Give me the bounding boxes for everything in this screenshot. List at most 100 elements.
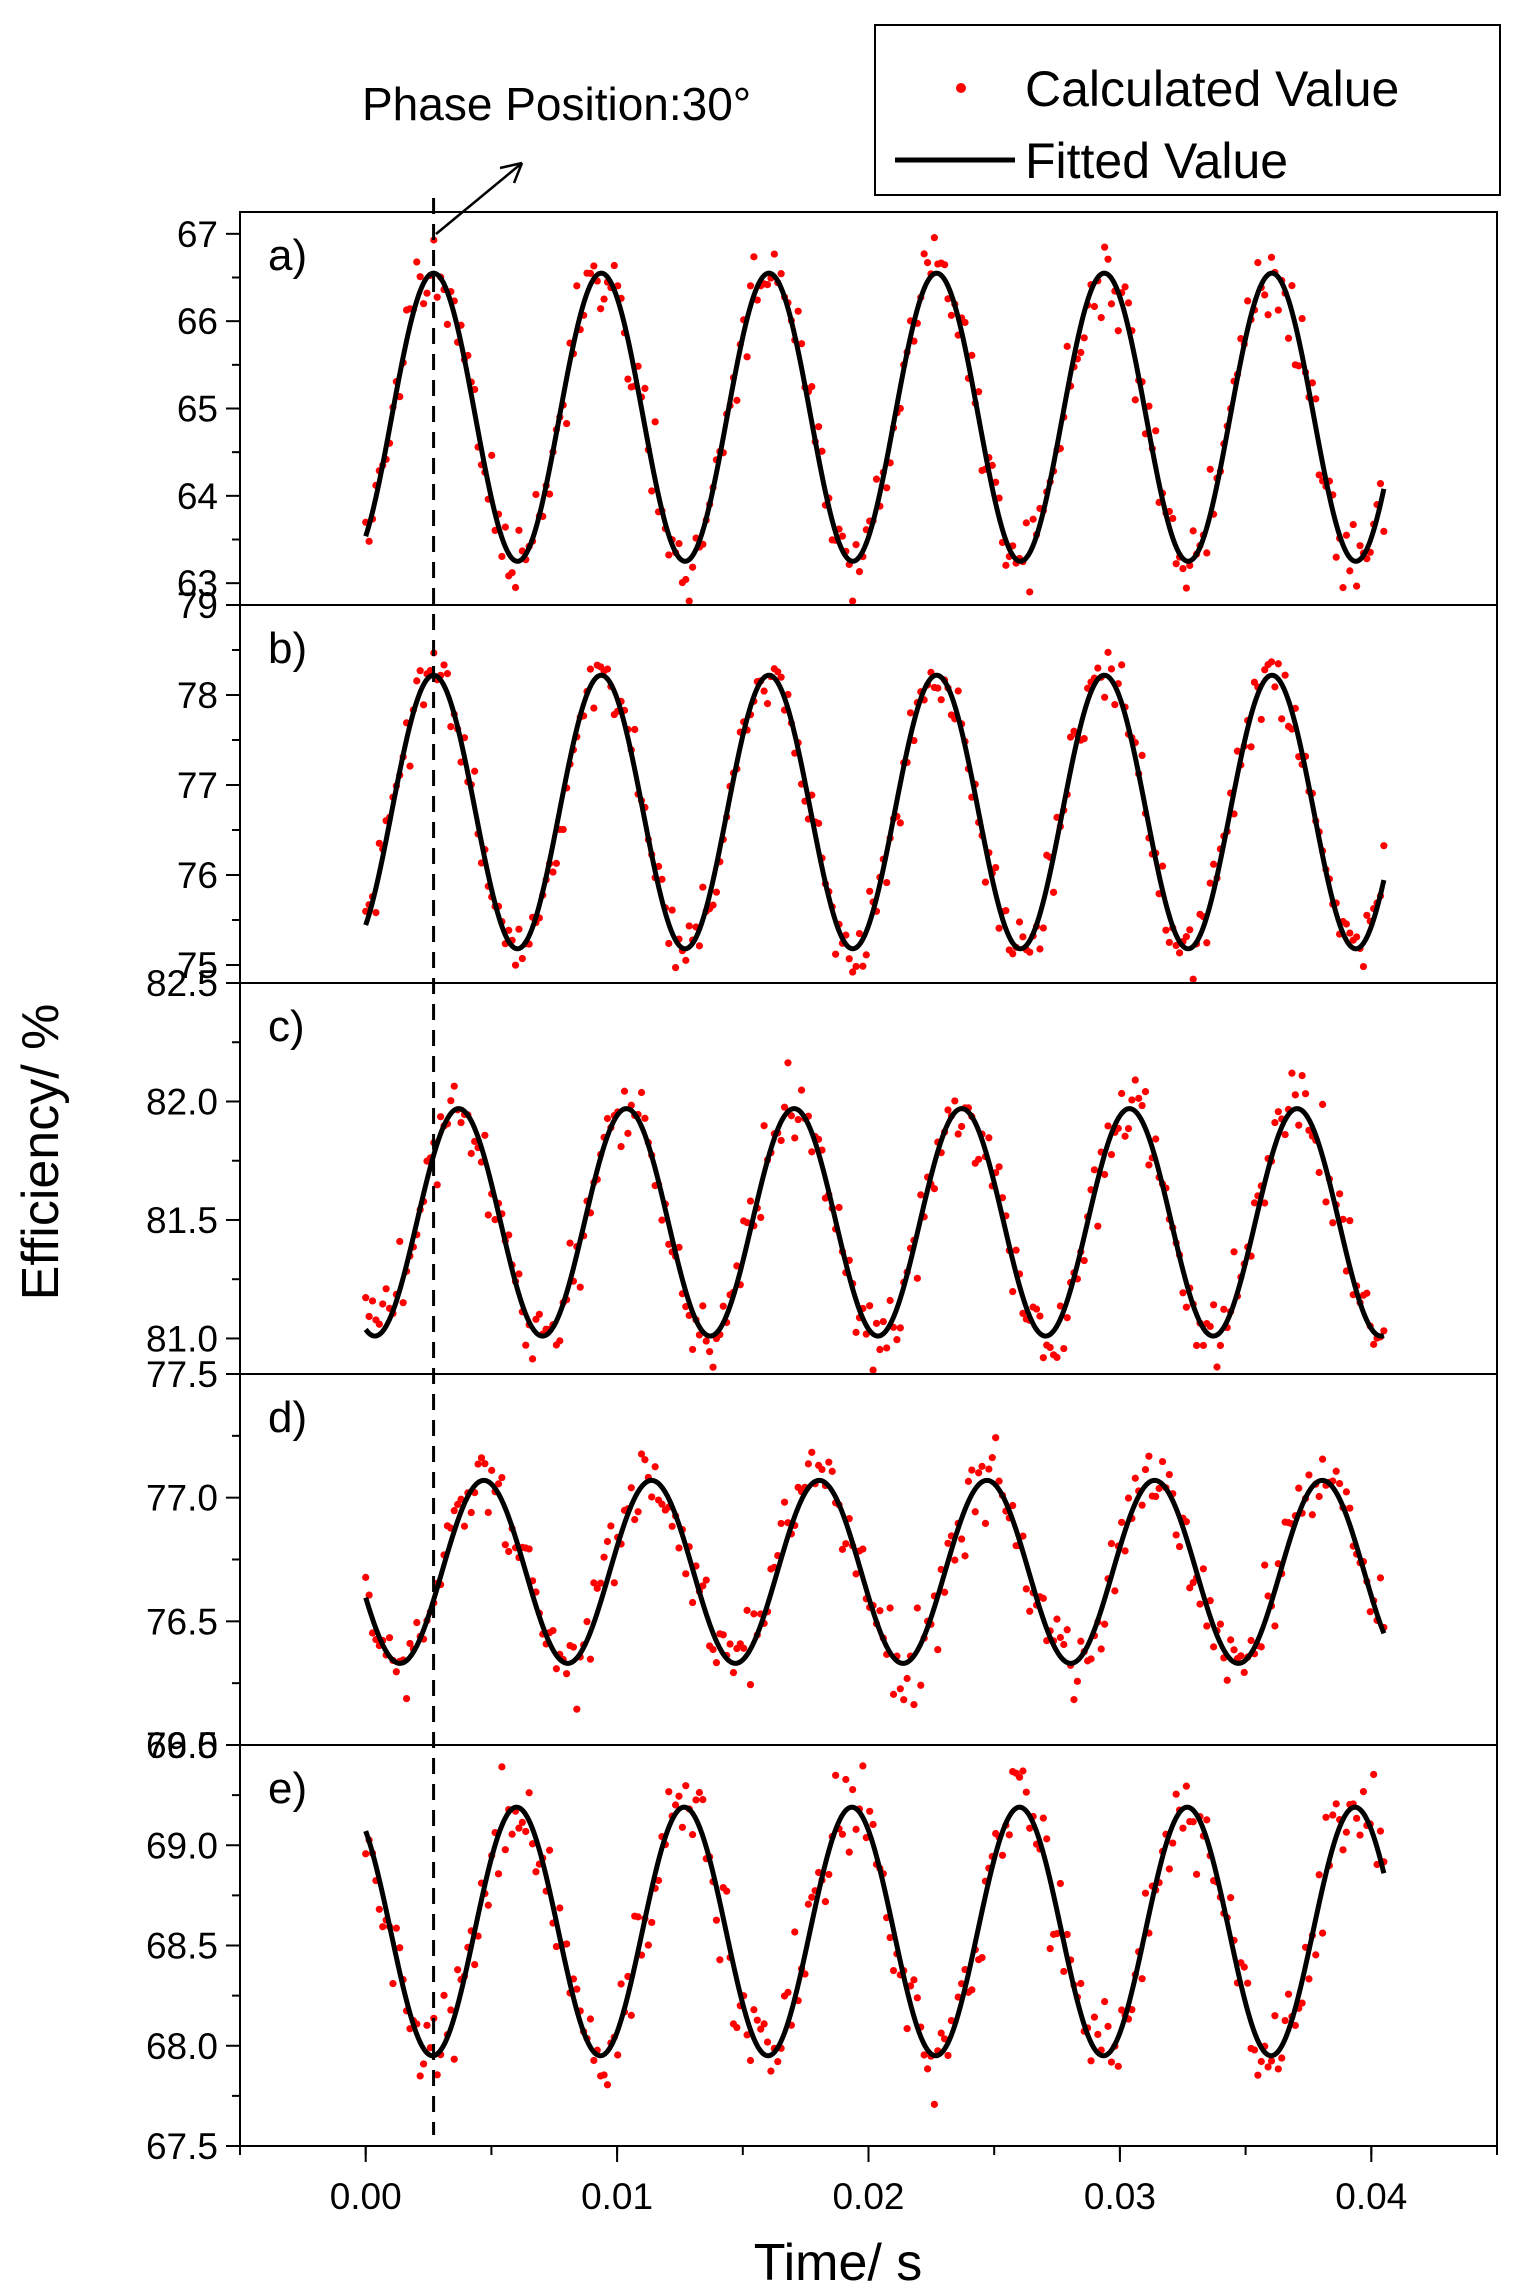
calculated-point bbox=[433, 293, 441, 301]
calculated-point bbox=[600, 1553, 608, 1561]
calculated-point bbox=[549, 1626, 557, 1635]
calculated-point bbox=[835, 1203, 843, 1212]
calculated-point bbox=[1342, 920, 1351, 928]
calculated-point bbox=[515, 1824, 523, 1832]
calculated-point bbox=[1298, 314, 1306, 323]
calculated-point bbox=[1019, 1309, 1027, 1318]
calculated-point bbox=[634, 1913, 642, 1921]
calculated-point bbox=[763, 281, 772, 289]
calculated-point bbox=[750, 253, 758, 261]
calculated-point bbox=[1053, 1930, 1061, 1938]
calculated-point bbox=[1165, 1865, 1173, 1873]
calculated-point bbox=[1118, 1089, 1126, 1098]
calculated-point bbox=[590, 1579, 598, 1587]
calculated-point bbox=[505, 1231, 513, 1239]
calculated-point bbox=[1376, 1574, 1385, 1582]
calculated-point bbox=[658, 1216, 666, 1224]
calculated-point bbox=[777, 1519, 785, 1528]
calculated-point bbox=[682, 1782, 690, 1790]
calculated-point bbox=[818, 1465, 826, 1474]
calculated-point bbox=[1049, 888, 1058, 896]
calculated-point bbox=[423, 2021, 431, 2029]
calculated-point bbox=[682, 1570, 690, 1578]
y-tick-label: 64 bbox=[177, 476, 218, 517]
calculated-point bbox=[1104, 255, 1112, 263]
calculated-point bbox=[1244, 1979, 1252, 1987]
calculated-point bbox=[1172, 560, 1180, 568]
calculated-point bbox=[1114, 327, 1122, 335]
calculated-point bbox=[416, 273, 424, 281]
calculated-point bbox=[706, 1348, 714, 1356]
calculated-point bbox=[501, 1846, 509, 1854]
calculated-point bbox=[1206, 1597, 1214, 1605]
calculated-point bbox=[1192, 1341, 1201, 1350]
calculated-point bbox=[1247, 1636, 1255, 1645]
calculated-point bbox=[1124, 1494, 1133, 1502]
calculated-point bbox=[1189, 1818, 1197, 1826]
calculated-point bbox=[1271, 1622, 1279, 1630]
calculated-point bbox=[719, 1631, 727, 1639]
calculated-point bbox=[1080, 1256, 1088, 1265]
calculated-point bbox=[692, 1796, 700, 1804]
panel-d: 76.0 76.5 77.0 77.5 d) bbox=[146, 1354, 1498, 1766]
calculated-point bbox=[1342, 531, 1351, 539]
calculated-point bbox=[930, 1185, 938, 1193]
calculated-point bbox=[583, 1617, 591, 1626]
calculated-point bbox=[995, 924, 1003, 932]
calculated-point bbox=[995, 1163, 1003, 1171]
calculated-point bbox=[1206, 879, 1214, 887]
calculated-point bbox=[685, 597, 693, 605]
calculated-point bbox=[1213, 1363, 1221, 1371]
calculated-point bbox=[913, 1274, 921, 1282]
calculated-point bbox=[906, 709, 915, 717]
calculated-point bbox=[1073, 1677, 1081, 1685]
calculated-point bbox=[362, 1294, 370, 1302]
calculated-point bbox=[576, 1283, 584, 1291]
calculated-point bbox=[760, 1122, 768, 1130]
calculated-point bbox=[450, 1082, 458, 1090]
calculated-point bbox=[610, 261, 618, 270]
calculated-point bbox=[1192, 1870, 1201, 1878]
calculated-point bbox=[603, 1114, 612, 1123]
calculated-point bbox=[406, 1639, 414, 1648]
calculated-point bbox=[508, 569, 516, 577]
calculated-point bbox=[1380, 527, 1388, 536]
calculated-point bbox=[631, 1515, 639, 1524]
calculated-point bbox=[832, 950, 840, 958]
y-tick-label: 82.0 bbox=[146, 1081, 218, 1122]
calculated-point bbox=[1097, 1645, 1105, 1653]
calculated-point bbox=[1063, 1314, 1071, 1322]
y-tick-label: 69.5 bbox=[146, 1725, 218, 1766]
calculated-point bbox=[1141, 1889, 1150, 1897]
calculated-point bbox=[515, 526, 523, 534]
calculated-point bbox=[1097, 314, 1105, 322]
calculated-point bbox=[419, 2060, 428, 2068]
calculated-point bbox=[501, 523, 509, 531]
calculated-point bbox=[1039, 1594, 1047, 1602]
calculated-point bbox=[1267, 253, 1276, 261]
calculated-point bbox=[770, 250, 778, 258]
calculated-point bbox=[593, 1584, 601, 1592]
calculated-point bbox=[484, 1508, 492, 1517]
calculated-point bbox=[1077, 348, 1085, 357]
calculated-point bbox=[641, 1114, 649, 1122]
calculated-point bbox=[838, 532, 847, 540]
calculated-point bbox=[1288, 282, 1296, 290]
calculated-point bbox=[494, 1480, 503, 1488]
calculated-point bbox=[1145, 1452, 1153, 1460]
calculated-point bbox=[1015, 1773, 1024, 1781]
calculated-point bbox=[1141, 1465, 1150, 1474]
calculated-point bbox=[791, 1134, 799, 1142]
calculated-point bbox=[797, 1086, 806, 1094]
calculated-point bbox=[617, 1980, 625, 1988]
calculated-point bbox=[709, 901, 717, 909]
calculated-point bbox=[712, 888, 721, 896]
calculated-point bbox=[556, 1337, 564, 1345]
calculated-point bbox=[1301, 1090, 1310, 1098]
calculated-point bbox=[1199, 1565, 1207, 1573]
calculated-point bbox=[1284, 1990, 1293, 1998]
calculated-point bbox=[1274, 2065, 1282, 2073]
calculated-point bbox=[450, 1507, 458, 1515]
calculated-point bbox=[757, 2025, 765, 2033]
calculated-point bbox=[1216, 1341, 1225, 1350]
